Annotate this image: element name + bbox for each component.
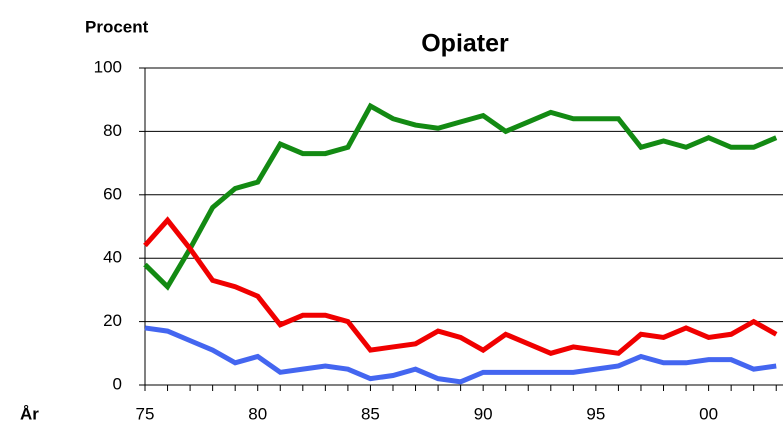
chart-title: Opiater	[421, 30, 509, 58]
y-tick-label: 80	[103, 121, 122, 140]
series-line	[143, 102, 778, 291]
y-tick-label: 60	[103, 184, 122, 203]
y-tick-label: 20	[103, 311, 122, 330]
y-tick-label: 100	[94, 57, 122, 76]
x-tick-label: 85	[361, 404, 380, 423]
series-line	[143, 216, 778, 356]
series-line	[144, 325, 777, 385]
x-tick-label: 95	[586, 404, 605, 423]
x-axis-label: År	[20, 404, 39, 423]
y-tick-label: 40	[103, 248, 122, 267]
x-tick-label: 75	[136, 404, 155, 423]
x-tick-label: 00	[699, 404, 718, 423]
x-tick-label: 80	[248, 404, 267, 423]
y-axis-label: Procent	[85, 17, 149, 36]
y-tick-label: 0	[113, 374, 122, 393]
x-tick-label: 90	[474, 404, 493, 423]
